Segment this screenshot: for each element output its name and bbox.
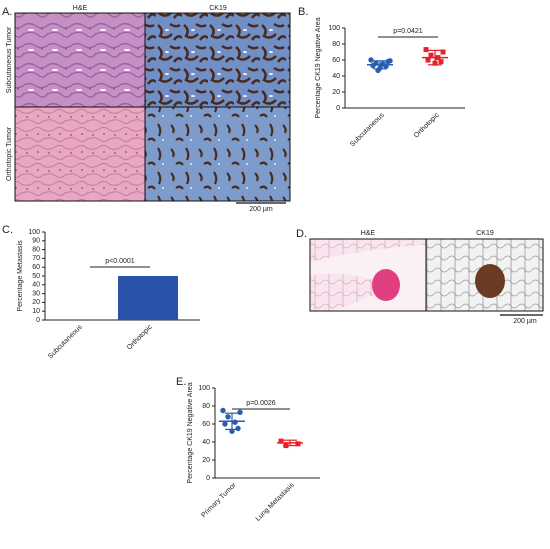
scale-label: 200 µm: [249, 206, 273, 213]
point: [425, 57, 431, 63]
y-tick-label: 80: [332, 41, 340, 48]
point: [423, 47, 429, 53]
bar: [118, 276, 178, 320]
y-tick-label: 60: [202, 421, 210, 428]
annotation: p=0.0026: [246, 400, 275, 407]
panel-a-images: H&E CK19 Subcutaneous Tumor Orthotopic T…: [6, 5, 291, 213]
y-tick-label: 10: [32, 308, 40, 315]
x-tick-label: Primary Tumor: [200, 481, 238, 519]
y-tick-label: 0: [336, 105, 340, 112]
point: [278, 438, 284, 444]
stain-label: H&E: [73, 5, 88, 12]
y-tick-label: 50: [32, 273, 40, 280]
y-axis-label: Percentage Metastasis: [17, 240, 24, 312]
y-tick-label: 100: [328, 25, 340, 32]
micrograph: [15, 107, 145, 201]
y-tick-label: 90: [32, 238, 40, 245]
panel-label: A.: [2, 6, 12, 18]
y-tick-label: 0: [206, 475, 210, 482]
point: [220, 407, 226, 414]
y-tick-label: 20: [332, 89, 340, 96]
point: [222, 421, 228, 427]
stain-label: CK19: [209, 5, 227, 12]
y-tick-label: 40: [32, 282, 40, 289]
metastasis: [372, 269, 400, 301]
y-tick-label: 100: [198, 385, 210, 392]
stain-label: CK19: [476, 230, 494, 237]
y-tick-label: 100: [28, 229, 40, 236]
point: [438, 59, 444, 65]
y-tick-label: 20: [32, 299, 40, 306]
panel-label: E.: [176, 376, 186, 388]
y-axis-label: Percentage CK19 Negative Area: [187, 382, 194, 483]
x-tick-label: Orthotopic: [413, 111, 441, 139]
y-tick-label: 60: [332, 57, 340, 64]
y-tick-label: 0: [36, 317, 40, 324]
x-tick-label: Lung Metastasis: [255, 481, 296, 522]
point: [387, 58, 393, 64]
scale-label: 200 µm: [513, 318, 537, 325]
y-tick-label: 20: [202, 457, 210, 464]
micrograph: [145, 107, 290, 201]
x-tick-label: Subcutaneous: [349, 111, 386, 148]
y-tick-label: 80: [32, 246, 40, 253]
stain-label: H&E: [361, 230, 376, 237]
row-label: Subcutaneous Tumor: [6, 26, 13, 93]
point: [368, 57, 374, 63]
y-tick-label: 40: [202, 439, 210, 446]
panel-label: C.: [2, 224, 13, 236]
y-tick-label: 70: [32, 255, 40, 262]
row-label: Orthotopic Tumor: [6, 126, 13, 181]
point: [235, 425, 241, 432]
panel-label: B.: [298, 6, 308, 18]
y-tick-label: 80: [202, 403, 210, 410]
y-tick-label: 40: [332, 73, 340, 80]
point: [232, 419, 238, 425]
point: [370, 62, 376, 69]
y-axis-label: Percentage CK19 Negative Area: [315, 17, 322, 118]
point: [440, 49, 446, 55]
panel-label: D.: [296, 228, 307, 240]
point: [428, 52, 434, 58]
y-tick-label: 30: [32, 290, 40, 297]
x-tick-label: Subcutaneous: [47, 323, 84, 360]
point: [295, 441, 301, 447]
micrograph: [15, 13, 145, 107]
micrograph: [145, 13, 290, 107]
panel-d-images: H&E CK19 200 µm: [309, 230, 544, 325]
metastasis: [475, 264, 505, 298]
y-tick-label: 60: [32, 264, 40, 271]
annotation: p<0.0001: [105, 258, 134, 265]
annotation: p=0.0421: [393, 28, 422, 35]
x-tick-label: Orthotopic: [126, 323, 154, 351]
point: [237, 409, 243, 415]
point: [225, 414, 231, 420]
